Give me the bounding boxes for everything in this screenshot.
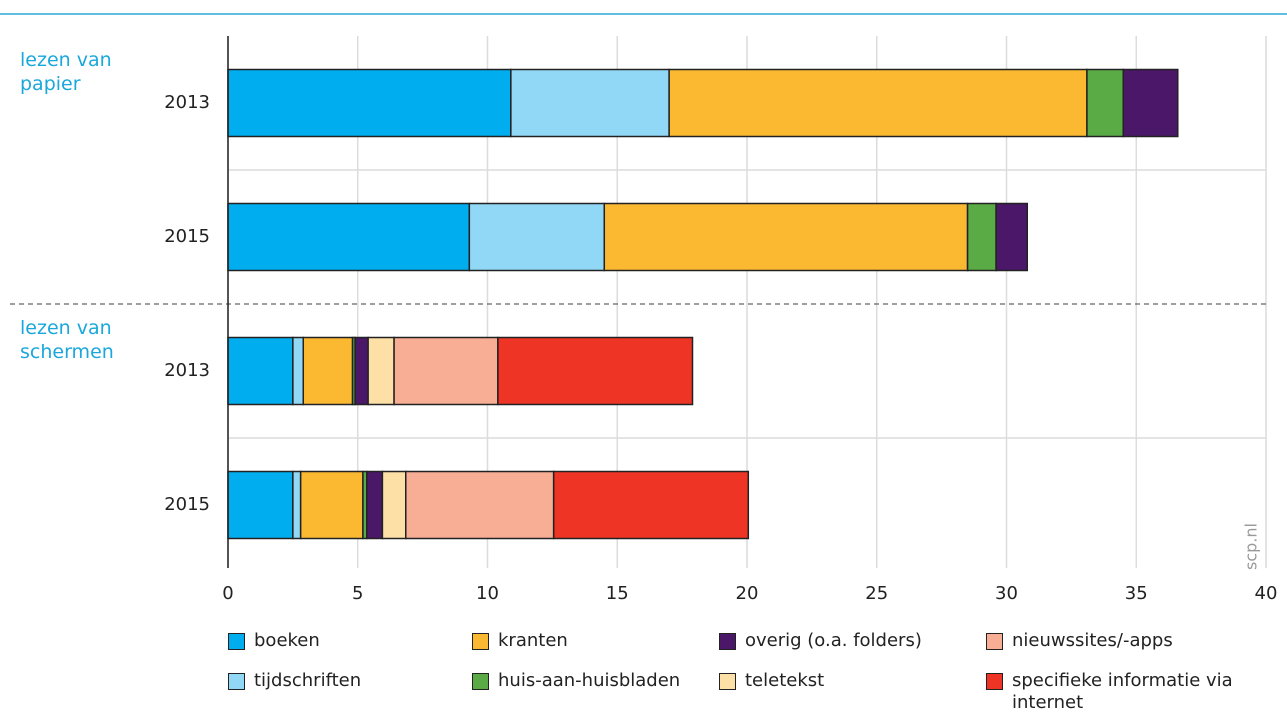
legend-label: teletekst xyxy=(745,670,825,691)
bar-segment xyxy=(381,470,407,540)
x-tick-label: 30 xyxy=(995,583,1018,604)
legend-swatch xyxy=(986,673,1003,690)
legend-item: overig (o.a. folders) xyxy=(719,630,959,678)
bar-segment xyxy=(292,470,302,540)
bar-segment xyxy=(510,68,670,138)
bar-segment xyxy=(966,202,997,272)
bar-segment xyxy=(603,202,969,272)
bar-segment xyxy=(497,336,694,406)
bar-segment xyxy=(366,470,384,540)
group-label: lezen van papier xyxy=(20,49,112,95)
x-tick-label: 0 xyxy=(222,583,233,604)
legend-item: tijdschriften xyxy=(228,670,468,718)
x-tick-label: 25 xyxy=(865,583,888,604)
bar-segment xyxy=(393,336,499,406)
bar-segment xyxy=(302,336,354,406)
bar-segment xyxy=(354,336,369,406)
legend-label: nieuwssites/-apps xyxy=(1012,630,1173,651)
x-tick-label: 40 xyxy=(1255,583,1278,604)
source: scp.nl xyxy=(1242,523,1261,570)
bar-segment xyxy=(995,202,1029,272)
legend-item: teletekst xyxy=(719,670,959,718)
bar-segment xyxy=(552,470,750,540)
y-tick-label: 2013 xyxy=(164,92,210,113)
legend-label: boeken xyxy=(254,630,320,651)
legend-label: specifieke informatie via internet xyxy=(1012,670,1233,713)
group-label: lezen van schermen xyxy=(20,317,114,363)
legend-label: tijdschriften xyxy=(254,670,362,691)
y-tick-label: 2015 xyxy=(164,226,210,247)
legend-swatch xyxy=(719,633,736,650)
bar-segment xyxy=(1122,68,1179,138)
legend-swatch xyxy=(986,633,1003,650)
legend-item: huis-aan-huisbladen xyxy=(472,670,712,718)
legend-swatch xyxy=(719,673,736,690)
x-tick-label: 10 xyxy=(476,583,499,604)
bar-segment xyxy=(227,336,294,406)
bar-segment xyxy=(405,470,555,540)
legend-swatch xyxy=(228,633,245,650)
x-tick-label: 5 xyxy=(352,583,363,604)
legend-item: boeken xyxy=(228,630,468,678)
bar-segment xyxy=(292,336,305,406)
x-tick-label: 20 xyxy=(736,583,759,604)
bar-segment xyxy=(367,336,395,406)
x-tick-label: 35 xyxy=(1125,583,1148,604)
y-tick-label: 2015 xyxy=(164,494,210,515)
legend-swatch xyxy=(472,673,489,690)
bar-segment xyxy=(227,202,471,272)
bar-segment xyxy=(227,470,294,540)
legend-item: nieuwssites/-apps xyxy=(986,630,1276,678)
y-tick-label: 2013 xyxy=(164,360,210,381)
bar-segment xyxy=(227,68,512,138)
bar-segment xyxy=(668,68,1088,138)
bar-segment xyxy=(468,202,606,272)
legend-label: kranten xyxy=(498,630,568,651)
legend-label: overig (o.a. folders) xyxy=(745,630,922,651)
bar-segment xyxy=(1086,68,1125,138)
legend-label: huis-aan-huisbladen xyxy=(498,670,681,691)
legend-swatch xyxy=(472,633,489,650)
legend-item: specifieke informatie via internet xyxy=(986,670,1276,718)
x-tick-label: 15 xyxy=(606,583,629,604)
bar-segment xyxy=(299,470,364,540)
legend-item: kranten xyxy=(472,630,712,678)
legend-swatch xyxy=(228,673,245,690)
